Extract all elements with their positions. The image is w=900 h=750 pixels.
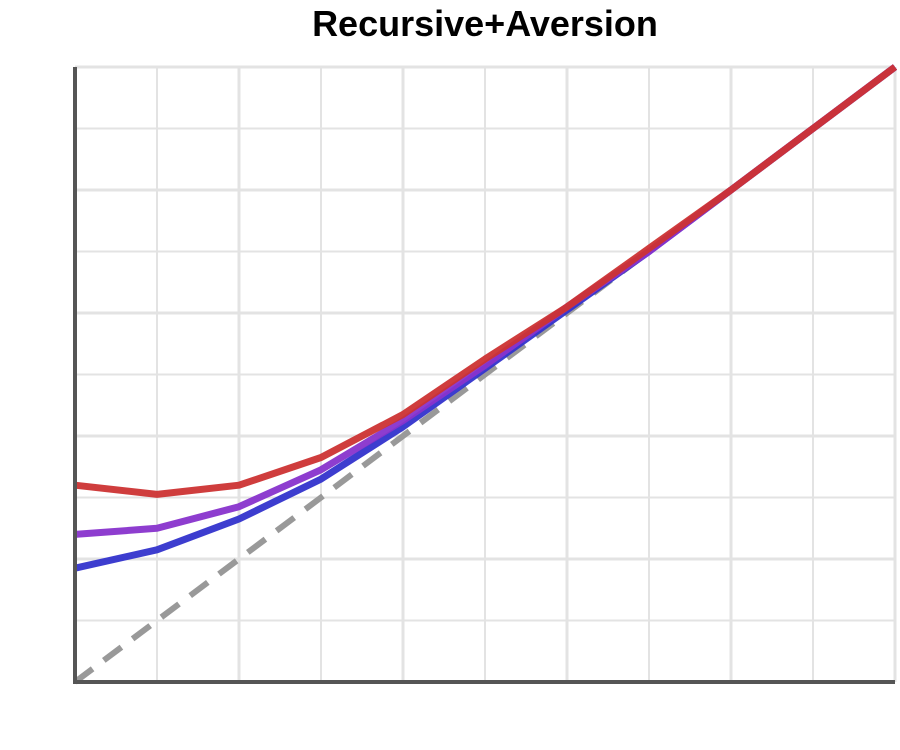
chart-title: Recursive+Aversion (312, 3, 658, 44)
series-line-1 (73, 64, 897, 685)
axes (73, 67, 895, 684)
series-line-4 (74, 64, 898, 498)
series-lines (73, 64, 898, 685)
